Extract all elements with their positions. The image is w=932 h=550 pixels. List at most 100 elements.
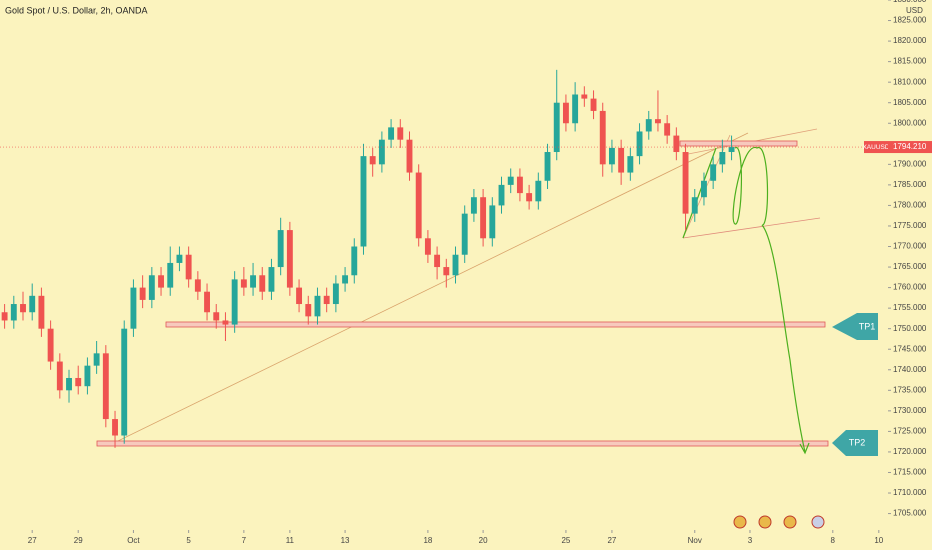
candle-body (562, 102, 569, 124)
candle-body (286, 230, 293, 288)
tp1-label: TP1 (859, 321, 876, 331)
candle-body (645, 119, 652, 132)
candle-body (176, 254, 183, 263)
y-tick-label: 1830.000 (893, 0, 927, 4)
candle-body (415, 172, 422, 239)
drawings (96, 128, 878, 529)
y-tick-label: 1735.000 (893, 385, 927, 394)
candle-body (167, 262, 174, 288)
y-tick-label: 1810.000 (893, 77, 927, 86)
event-icon (758, 515, 772, 529)
candle-body (185, 254, 192, 280)
event-icon (783, 515, 797, 529)
y-tick-label: 1790.000 (893, 159, 927, 168)
y-tick-label: 1765.000 (893, 262, 927, 271)
candles (1, 69, 735, 448)
tp1-zone (165, 321, 826, 328)
candle-body (636, 131, 643, 157)
tp1-callout (832, 313, 878, 340)
candle-body (204, 291, 210, 313)
candle-body (673, 135, 680, 153)
candle-body (544, 152, 551, 181)
candle-body (240, 279, 247, 288)
x-tick-label: 7 (242, 536, 247, 545)
candle-body (38, 295, 45, 329)
candle-body (148, 275, 155, 300)
candle-body (470, 197, 477, 214)
resistance-box (679, 140, 798, 147)
candle-body (608, 147, 615, 165)
currency: USD (906, 6, 923, 15)
event-icon (811, 515, 825, 529)
candle-body (507, 176, 514, 185)
candle-body (728, 147, 735, 153)
symbol-label: XAUUSD (862, 144, 889, 151)
candle-body (581, 94, 588, 99)
x-tick-label: 25 (561, 536, 570, 545)
y-tick-label: 1825.000 (893, 16, 927, 25)
candle-body (277, 230, 284, 268)
candle-body (75, 377, 82, 387)
x-tick-label: 18 (423, 536, 432, 545)
candle-body (250, 275, 257, 288)
last-price-tag (888, 141, 932, 154)
y-tick-label: 1705.000 (893, 509, 927, 518)
candle-body (664, 123, 671, 136)
candle-body (102, 353, 109, 420)
trend-line (117, 132, 749, 442)
x-tick-label: 11 (286, 536, 295, 545)
y-tick-label: 1755.000 (893, 303, 927, 312)
candle-body (397, 127, 404, 140)
tp2-callout (832, 430, 878, 456)
candle-body (268, 267, 275, 292)
candle-body (378, 139, 385, 165)
candle-body (158, 275, 164, 288)
candle-body (452, 254, 459, 276)
candle-body (351, 246, 358, 276)
candle-body (599, 110, 606, 165)
candle-body (360, 156, 367, 247)
x-tick-label: Nov (688, 536, 702, 545)
candle-body (461, 213, 468, 255)
candle-body (572, 94, 579, 124)
candle-body (332, 283, 339, 305)
candle-body (434, 254, 441, 268)
projection-path (682, 147, 806, 453)
x-tick-label: 5 (186, 536, 191, 545)
y-tick-label: 1805.000 (893, 98, 927, 107)
candle-body (112, 419, 118, 436)
candle-body (388, 127, 395, 140)
candle-body (66, 377, 72, 391)
event-icons (733, 515, 825, 529)
candle-body (213, 312, 220, 321)
x-tick-label: 20 (479, 536, 488, 545)
y-tick-label: 1740.000 (893, 365, 927, 374)
candle-body (231, 279, 238, 325)
candle-body (130, 287, 137, 329)
candle-body (305, 304, 312, 317)
candle-body (719, 152, 726, 165)
wedge-lower (682, 217, 821, 239)
candle-body (618, 147, 625, 173)
y-tick-label: 1815.000 (893, 57, 927, 66)
y-tick-label: 1770.000 (893, 242, 927, 251)
y-tick-label: 1745.000 (893, 344, 927, 353)
y-tick-label: 1710.000 (893, 488, 927, 497)
y-tick-label: 1820.000 (893, 36, 927, 45)
candle-body (93, 353, 100, 366)
y-tick-label: 1775.000 (893, 221, 927, 230)
y-tick-label: 1715.000 (893, 468, 927, 477)
candle-body (121, 328, 128, 436)
symbol-tag (864, 141, 888, 154)
candle-body (535, 180, 542, 202)
x-tick-label: 29 (74, 536, 83, 545)
candle-body (47, 328, 54, 362)
y-tick-label: 1760.000 (893, 283, 927, 292)
candle-body (323, 295, 330, 305)
x-tick-label: 13 (341, 536, 350, 545)
candle-body (682, 152, 689, 214)
y-tick-label: 1730.000 (893, 406, 927, 415)
y-tick-label: 1800.000 (893, 118, 927, 127)
